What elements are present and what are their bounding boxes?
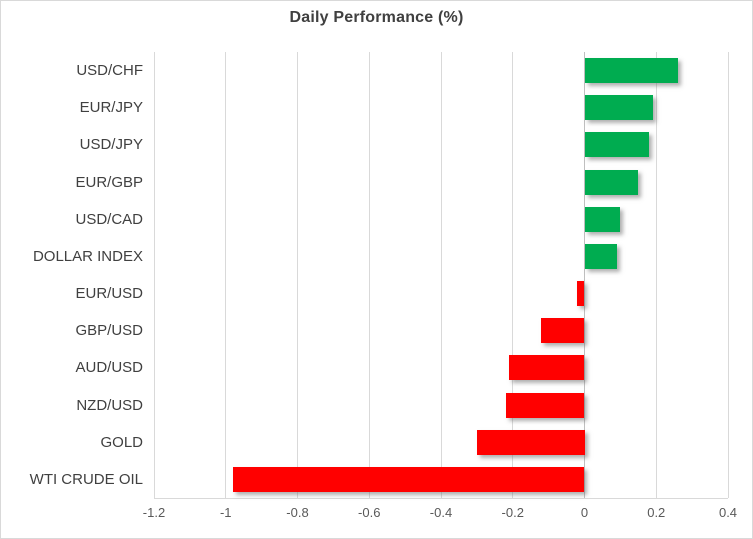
x-tick-label: 0.2 [647,505,666,520]
x-tick-label: 0.4 [718,505,738,520]
x-tick-label: -0.8 [286,505,309,520]
bar-nzd-usd [505,392,585,418]
category-label: USD/JPY [79,136,143,154]
gridline [153,52,155,498]
gridline [440,52,442,498]
plot-area [153,52,729,499]
gridline [297,52,298,498]
category-label: GBP/USD [75,322,143,340]
x-tick-label: -0.6 [358,505,381,520]
category-label: WTI CRUDE OIL [29,470,143,488]
zero-gridline [584,52,585,498]
category-label: AUD/USD [75,359,143,377]
category-label: EUR/GBP [75,173,143,191]
bar-wti-crude-oil [232,466,585,492]
bar-usd-chf [584,58,678,84]
x-tick-label: 0 [580,505,589,520]
x-tick-label: -1.2 [142,505,166,520]
gridline [512,52,514,498]
category-label: USD/CHF [76,62,143,80]
bar-aud-usd [509,355,585,381]
bar-dollar-index [584,243,617,269]
bar-usd-jpy [584,132,650,158]
category-label: EUR/JPY [79,99,143,117]
bar-gold [476,429,585,455]
x-tick-label: -1 [219,505,232,520]
chart-title: Daily Performance (%) [289,9,464,26]
category-label: GOLD [100,433,143,451]
value-axis-labels: -1.2 -1 -0.8 -0.6 -0.4 -0.2 0 0.2 0.4 [1,505,752,527]
bar-gbp-usd [541,318,585,344]
gridline [368,52,370,498]
category-label: DOLLAR INDEX [32,247,143,265]
bar-eur-jpy [584,95,653,121]
category-label: NZD/USD [76,396,143,414]
category-label: USD/CAD [75,210,143,228]
category-label: EUR/USD [75,285,143,303]
bar-eur-usd [577,281,585,307]
gridline [655,52,657,498]
category-axis-labels: USD/CHF EUR/JPY USD/JPY EUR/GBP USD/CAD DOLLA… [1,52,143,498]
bar-usd-cad [584,206,621,232]
bar-eur-gbp [584,169,639,195]
x-tick-label: -0.2 [501,505,524,520]
gridline [727,52,729,498]
x-tick-label: -0.4 [429,505,453,520]
gridline [225,52,227,498]
